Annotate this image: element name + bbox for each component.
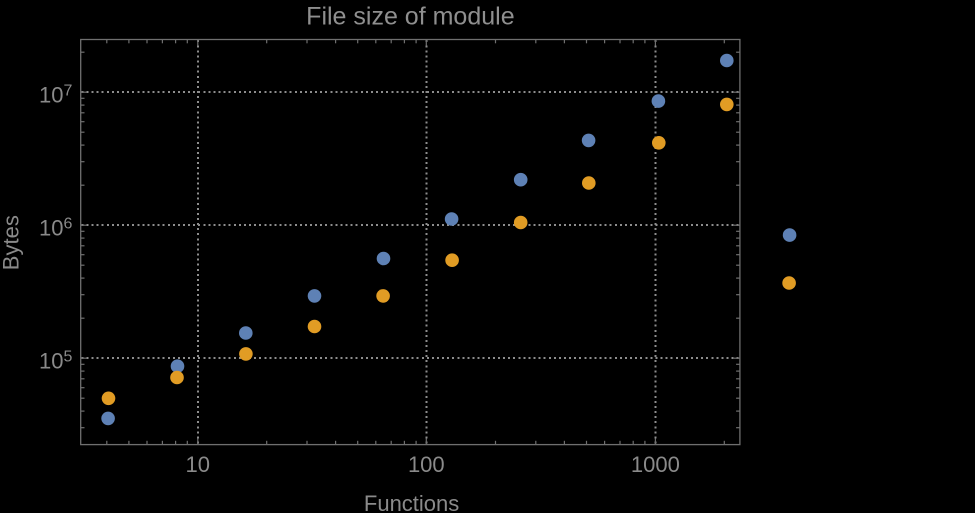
svg-text:Bytes: Bytes bbox=[0, 215, 23, 270]
svg-text:1000: 1000 bbox=[631, 452, 680, 477]
svg-text:File size of module: File size of module bbox=[306, 3, 514, 31]
svg-text:Functions: Functions bbox=[364, 491, 459, 513]
svg-text:10: 10 bbox=[186, 452, 210, 477]
svg-text:100: 100 bbox=[408, 452, 445, 477]
